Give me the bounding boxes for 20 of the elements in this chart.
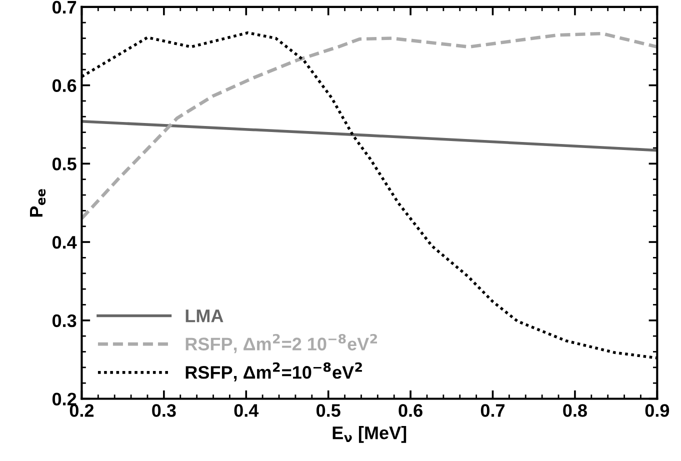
legend-label: LMA xyxy=(186,310,224,322)
line-series xyxy=(82,32,658,220)
x-tick-label: 0.9 xyxy=(645,404,670,417)
x-tick-label: 0.3 xyxy=(152,404,176,417)
y-tick-label: 0.2 xyxy=(52,392,76,406)
x-tick-label: 0.2 xyxy=(70,404,94,417)
y-axis-title: P$_{ee}$ xyxy=(30,189,46,217)
x-tick-label: 0.4 xyxy=(234,404,259,417)
y-tick-label: 0.3 xyxy=(52,314,76,328)
legend-label: RSFP, Δm$^{2}$=10$^{−8}$eV$^{2}$ xyxy=(186,362,362,382)
x-tick-label: 0.5 xyxy=(316,404,340,417)
legend-label: RSFP, Δm$^{2}$=2 10$^{−8}$eV$^{2}$ xyxy=(186,334,378,354)
y-tick-label: 0.4 xyxy=(52,236,77,249)
x-tick-label: 0.7 xyxy=(480,404,505,417)
x-tick-label: 0.6 xyxy=(398,404,422,417)
y-tick-label: 0.7 xyxy=(52,0,76,14)
x-axis-title: E$_{ν}$ [MeV] xyxy=(332,426,406,443)
x-tick-label: 0.8 xyxy=(563,404,587,417)
y-tick-label: 0.5 xyxy=(52,158,76,170)
y-tick-label: 0.6 xyxy=(52,79,76,92)
